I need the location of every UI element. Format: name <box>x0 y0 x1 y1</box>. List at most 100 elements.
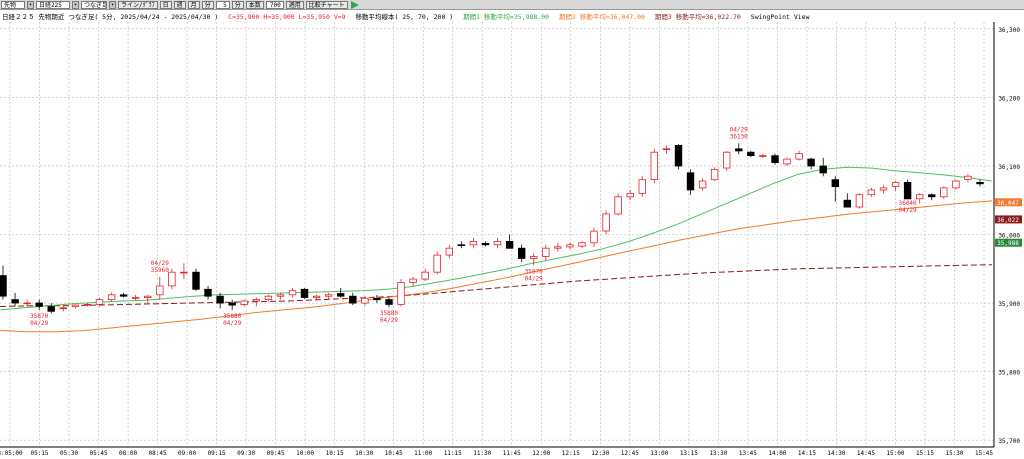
candle-down <box>385 299 393 305</box>
candle-up <box>143 295 152 299</box>
x-tick-label: 13:45 <box>739 450 757 457</box>
candle-down <box>216 295 224 304</box>
x-tick-label: 12:15 <box>562 450 580 457</box>
candle-up <box>433 254 441 273</box>
y-tick-label: 36,300 <box>998 27 1020 34</box>
candles <box>0 143 984 314</box>
x-tick-label: 10:45 <box>385 450 403 457</box>
compare-chart-button[interactable]: 比較チャート <box>305 0 348 9</box>
period-button-month[interactable]: 月 <box>187 0 200 9</box>
candle-down <box>35 302 43 307</box>
x-tick-label: 10:00 <box>296 450 314 457</box>
candle-up <box>312 295 321 299</box>
mode-select[interactable]: つなぎ足 <box>81 0 107 9</box>
x-tick-label: 08:00 <box>119 450 137 457</box>
ma-long-value: 期間3 移動平均=36,022.70 <box>654 13 741 21</box>
price-tag-label: 36,022 <box>997 217 1019 224</box>
x-tick-label: 15:00 <box>886 450 904 457</box>
candle-down <box>747 151 755 156</box>
candle-up <box>964 175 972 180</box>
candle-up <box>602 213 610 232</box>
candle-up <box>131 297 140 299</box>
x-tick-label: 11:00 <box>414 450 432 457</box>
market-dropdown-icon[interactable]: ▾ <box>27 0 34 9</box>
candle-up <box>638 179 646 194</box>
candle-up <box>180 271 188 274</box>
x-tick-label: 15:30 <box>945 450 963 457</box>
x-tick-label: 10:15 <box>326 450 344 457</box>
x-tick-label: 09:00 <box>178 450 196 457</box>
chart-title: 日経２２５ 先物期近 つなぎ足( 5分, 2025/04/24 - 2025/0… <box>2 13 219 21</box>
candle-down <box>674 144 683 167</box>
chart-type-button[interactable]: ライン/ｸﾞﾗﾌ <box>118 0 158 9</box>
period-button-day[interactable]: 日 <box>159 0 172 9</box>
y-tick-label: 36,100 <box>998 164 1020 171</box>
x-tick-label: 11:15 <box>444 450 462 457</box>
candle-up <box>783 158 791 165</box>
candle-up <box>95 299 104 305</box>
candle-up <box>554 246 562 249</box>
candle-down <box>518 247 526 259</box>
candle-up <box>240 300 248 305</box>
time-axis: 8:05:00 05:15 05:30 05:45 08:00 08:45 09:00 09:… <box>0 450 993 457</box>
candle-up <box>590 230 598 244</box>
x-tick-label: 14:30 <box>827 450 845 457</box>
candle-up <box>879 187 888 191</box>
swing-label-top: 35970 <box>525 268 543 275</box>
candle-up <box>421 271 429 280</box>
x-tick-label: 12:30 <box>591 450 609 457</box>
price-tag <box>995 198 1022 207</box>
candle-up <box>626 192 634 198</box>
mode-dropdown-icon[interactable]: ▾ <box>109 0 116 9</box>
x-tick-label: 08:45 <box>149 450 167 457</box>
candle-down <box>735 148 743 152</box>
minutes-unit-label: 分 <box>231 0 244 9</box>
x-tick-label: 15:45 <box>975 450 993 457</box>
market-select[interactable]: 先物 <box>1 0 25 9</box>
swing-label-bottom: 04/29 <box>30 320 48 327</box>
ma-long-line <box>0 264 993 307</box>
x-tick-label: 13:00 <box>650 450 668 457</box>
grid-lines <box>0 22 994 447</box>
swing-label-bottom: 04/29 <box>223 320 241 327</box>
swing-label-top: 04/29 <box>730 126 748 133</box>
price-tag <box>995 215 1022 224</box>
x-tick-label: 8:05:00 <box>0 450 23 457</box>
candle-up <box>276 294 285 297</box>
candle-down <box>819 165 827 174</box>
candle-down <box>228 302 236 306</box>
swing-label-top: 36040 <box>899 200 917 207</box>
play-arrow-icon[interactable] <box>350 0 360 9</box>
x-tick-label: 13:30 <box>709 450 727 457</box>
candle-up <box>662 148 671 151</box>
candle-up <box>71 304 80 307</box>
count-input[interactable]: 700 <box>265 0 284 9</box>
period-button-week[interactable]: 週 <box>173 0 186 9</box>
ma-short-line <box>0 166 993 311</box>
swing-annotations: 04/29359603587004/293588004/293588004/29… <box>30 126 917 327</box>
candle-up <box>650 151 658 180</box>
candle-up <box>723 151 731 169</box>
index-select[interactable]: 日経225 <box>36 0 70 9</box>
candle-up <box>867 189 876 196</box>
candle-up <box>83 303 92 306</box>
candle-up <box>542 247 550 257</box>
candle-down <box>11 299 19 304</box>
candle-down <box>336 293 345 297</box>
candle-down <box>192 271 200 290</box>
x-tick-label: 09:30 <box>237 450 255 457</box>
swing-label-top: 35880 <box>223 313 241 320</box>
candle-down <box>903 181 912 200</box>
apply-button[interactable]: 適用 <box>285 0 304 9</box>
minutes-input[interactable]: 5 <box>215 0 230 9</box>
x-tick-label: 05:45 <box>90 450 108 457</box>
index-dropdown-icon[interactable]: ▾ <box>72 0 79 9</box>
moving-average-lines <box>0 166 993 333</box>
ma-mid-value: 期間2 移動平均=36,047.00 <box>559 13 645 21</box>
candle-up <box>324 294 333 297</box>
ma-mid-line <box>0 200 993 333</box>
ma-short-value: 期間1 移動平均=35,988.00 <box>463 13 550 21</box>
period-button-minute[interactable]: 分 <box>201 0 214 9</box>
y-tick-label: 36,200 <box>998 95 1020 102</box>
